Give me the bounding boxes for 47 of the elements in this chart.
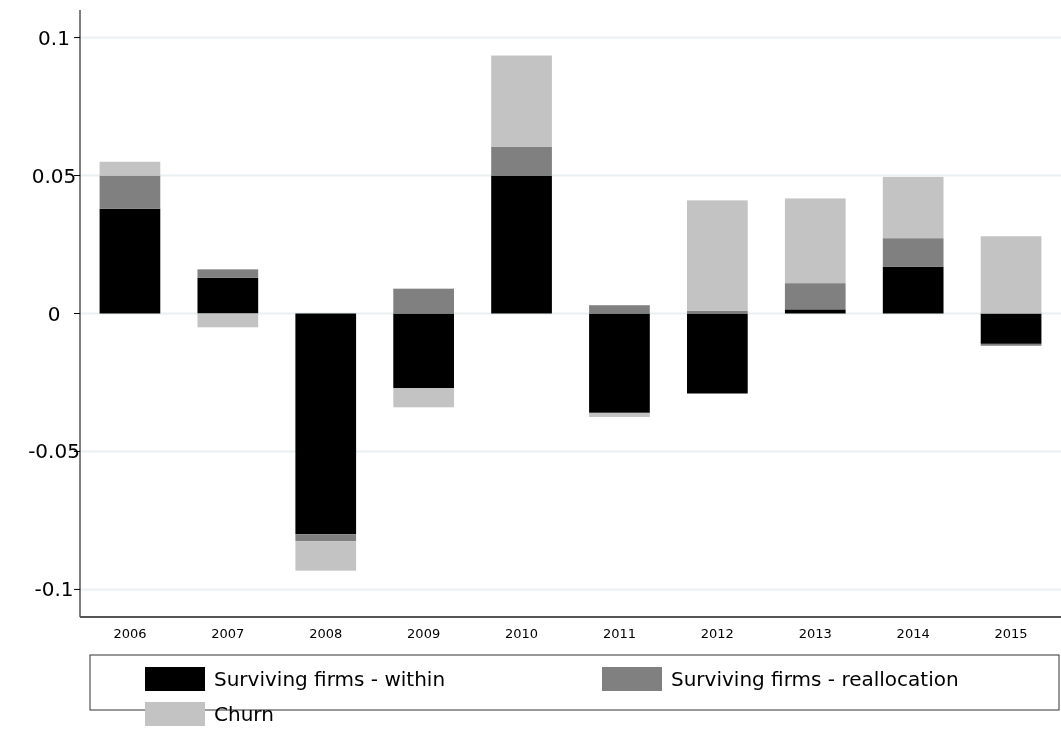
bar (687, 310, 748, 314)
bar (197, 277, 259, 314)
bar (784, 309, 846, 314)
x-tick-label: 2010 (505, 626, 539, 641)
y-tick-label: -0.05 (28, 439, 80, 464)
bar (393, 388, 454, 408)
x-tick-label: 2006 (113, 626, 147, 641)
bar (491, 55, 552, 147)
legend-label: Surviving firms - reallocation (671, 667, 959, 691)
x-tick-label: 2015 (994, 626, 1028, 641)
bar (589, 313, 650, 413)
bar (491, 175, 552, 314)
bar (295, 313, 357, 535)
x-tick-label: 2009 (407, 626, 441, 641)
bar (99, 175, 161, 209)
y-tick-label: 0.05 (31, 163, 77, 188)
x-tick-label: 2014 (896, 626, 930, 641)
bar (295, 534, 357, 542)
bar (687, 313, 748, 394)
bar (882, 238, 944, 267)
bar (393, 288, 454, 314)
legend-label: Surviving firms - within (214, 667, 446, 691)
bar (589, 412, 650, 417)
bar (393, 313, 454, 388)
bar (784, 283, 846, 310)
bar (882, 266, 944, 314)
bar (980, 236, 1042, 314)
bar (980, 313, 1042, 344)
y-tick-label: 0 (47, 301, 61, 326)
y-tick-label: 0.1 (38, 25, 70, 50)
bar (295, 541, 357, 571)
bar (882, 176, 944, 239)
bar (491, 146, 552, 176)
bar (589, 305, 650, 314)
x-tick-label: 2011 (602, 626, 636, 641)
bar (197, 269, 259, 278)
bar (99, 208, 161, 314)
y-tick-label: -0.1 (34, 577, 74, 602)
bar (197, 313, 259, 328)
x-tick-label: 2013 (798, 626, 832, 641)
x-tick-label: 2008 (309, 626, 343, 641)
x-tick-label: 2007 (211, 626, 245, 641)
x-tick-label: 2012 (700, 626, 734, 641)
bar (687, 200, 748, 311)
bar (784, 198, 846, 284)
legend-label: Churn (214, 702, 274, 726)
bar (99, 161, 161, 176)
